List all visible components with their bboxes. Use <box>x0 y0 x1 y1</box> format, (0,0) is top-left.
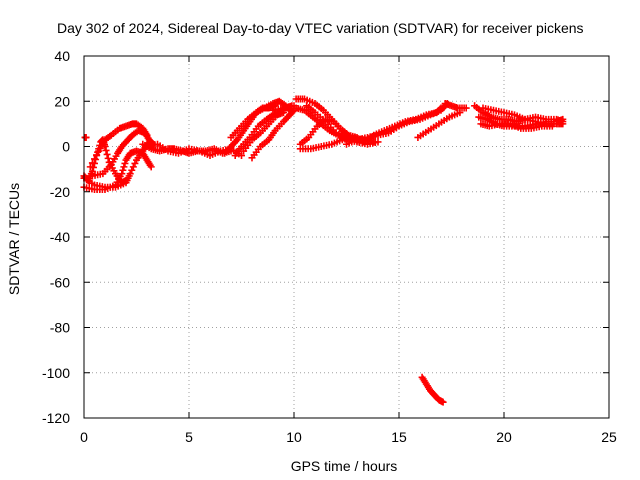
data-point <box>104 154 112 162</box>
data-point <box>462 104 470 112</box>
y-tick-label: 0 <box>62 139 70 155</box>
data-point <box>118 170 126 178</box>
x-axis-label: GPS time / hours <box>291 458 398 474</box>
data-point <box>436 105 444 113</box>
series-arc-21 <box>441 100 470 112</box>
y-axis-label: SDTVAR / TECUs <box>6 183 22 295</box>
y-tick-label: -60 <box>50 274 70 290</box>
x-tick-label: 5 <box>185 429 193 445</box>
x-tick-label: 15 <box>391 429 407 445</box>
data-point <box>103 150 111 158</box>
series-arc-07 <box>143 140 245 160</box>
series-arc-11 <box>240 109 287 155</box>
data-point <box>91 155 98 163</box>
y-tick-label: 40 <box>54 48 70 64</box>
series-arc-24 <box>479 104 567 128</box>
data-points <box>80 95 567 406</box>
series-arc-28 <box>81 133 90 141</box>
grid-lines <box>84 56 609 418</box>
y-tick-label: -100 <box>42 365 70 381</box>
series-arc-12 <box>248 106 298 162</box>
data-point <box>289 107 297 115</box>
axis-ticks: 0 5 10 15 20 25 40 20 0 -20 -40 -60 -80 -100 -120 <box>42 48 617 445</box>
data-point <box>559 120 567 128</box>
data-point <box>548 122 556 130</box>
series-arc-20 <box>359 104 445 146</box>
y-tick-label: -20 <box>50 184 70 200</box>
data-point <box>102 146 110 154</box>
series-arc-25 <box>477 120 556 132</box>
series-arc-27 <box>418 373 447 406</box>
x-tick-label: 0 <box>80 429 88 445</box>
plot-border <box>83 55 610 419</box>
data-point <box>437 104 445 112</box>
data-point <box>120 163 128 171</box>
y-tick-label: 20 <box>54 93 70 109</box>
data-point <box>129 163 137 171</box>
series-arc-10 <box>227 97 294 141</box>
series-arc-05 <box>80 147 155 193</box>
data-point <box>119 166 127 174</box>
y-tick-label: -120 <box>42 410 70 426</box>
data-point <box>121 159 129 167</box>
data-point <box>147 163 155 171</box>
data-point <box>88 159 96 167</box>
series-arc-26 <box>414 109 464 141</box>
data-point <box>86 163 94 171</box>
series-arc-13 <box>269 102 298 114</box>
data-point <box>439 398 447 406</box>
x-tick-label: 25 <box>601 429 617 445</box>
data-point <box>101 143 109 150</box>
y-tick-label: -80 <box>50 320 70 336</box>
x-tick-label: 20 <box>496 429 512 445</box>
y-tick-label: -40 <box>50 229 70 245</box>
x-tick-label: 10 <box>286 429 302 445</box>
series-arc-04 <box>88 127 157 180</box>
data-point <box>374 138 382 146</box>
data-point <box>93 151 101 159</box>
chart-title: Day 302 of 2024, Sidereal Day-to-day VTE… <box>57 20 584 36</box>
data-point <box>238 152 245 160</box>
data-point <box>456 109 464 117</box>
data-point <box>81 133 89 141</box>
